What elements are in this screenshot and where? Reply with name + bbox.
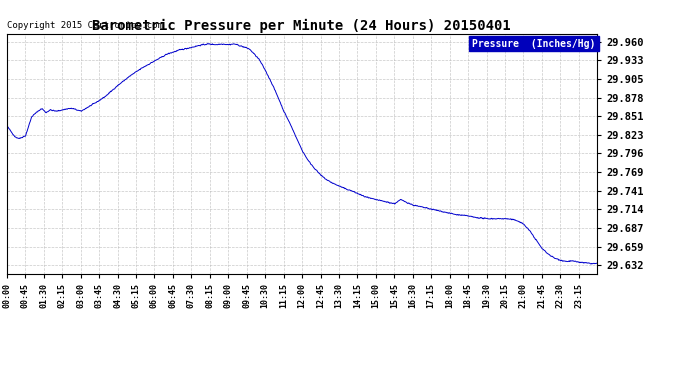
Text: Copyright 2015 Cartronics.com: Copyright 2015 Cartronics.com (7, 21, 163, 30)
Text: Pressure  (Inches/Hg): Pressure (Inches/Hg) (472, 39, 595, 48)
Title: Barometric Pressure per Minute (24 Hours) 20150401: Barometric Pressure per Minute (24 Hours… (92, 18, 511, 33)
